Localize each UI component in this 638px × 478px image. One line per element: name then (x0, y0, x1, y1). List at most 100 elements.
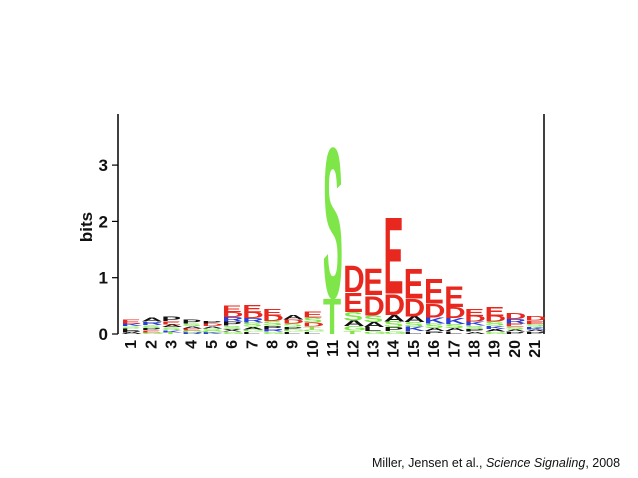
logo-letter-S-pos19: S (485, 321, 505, 327)
logo-letter: G (303, 329, 326, 332)
logo-letter-A-pos9: A (283, 314, 304, 321)
logo-letter: S (141, 324, 161, 328)
logo-letter: A (182, 326, 203, 329)
logo-letter: D (424, 301, 445, 323)
logo-letter: D (404, 294, 425, 322)
logo-letter-D-pos21: D (525, 315, 546, 322)
logo-letter-G-pos10: G (303, 329, 326, 332)
logo-letter-K-pos15: K (404, 326, 426, 333)
x-tick-label: 3 (164, 340, 181, 349)
logo-letter-D-pos7: D (242, 311, 263, 320)
logo-letter: A (485, 328, 506, 332)
logo-letter-R-pos6: R (222, 316, 244, 323)
logo-letter: T (161, 332, 179, 335)
logo-letter: D (283, 318, 304, 324)
logo-letter: G (343, 325, 366, 332)
logo-letter: S (485, 321, 505, 327)
logo-letter: E (363, 262, 383, 304)
logo-letter: R (242, 317, 264, 324)
logo-letter: A (141, 317, 162, 323)
logo-letter-D-pos17: D (444, 305, 465, 322)
logo-letter: L (283, 331, 301, 334)
x-tick-label: 8 (265, 340, 282, 349)
logo-letter: E (262, 307, 282, 318)
x-tick-label: 2 (143, 340, 160, 349)
logo-letter: A (161, 324, 182, 328)
logo-letter: P (141, 327, 161, 330)
logo-letter: S (464, 325, 484, 330)
logo-letter: S (202, 328, 222, 331)
logo-letter-A-pos20: A (505, 329, 526, 332)
logo-letter-G-pos5: G (202, 330, 225, 333)
logo-letter-S-pos2: S (141, 324, 161, 328)
logo-letter: P (121, 330, 141, 333)
logo-letter: R (182, 332, 203, 335)
logo-letter: G (485, 331, 508, 334)
logo-letter: A (384, 313, 406, 324)
logo-letter: E (242, 303, 262, 315)
logo-letter: D (444, 305, 465, 322)
logo-letter: R (262, 328, 283, 332)
logo-letter: E (525, 320, 545, 325)
logo-letter: S (323, 103, 343, 344)
logo-letter-S-pos17: S (444, 323, 464, 329)
logo-letter-R-pos20: R (505, 318, 527, 325)
logo-letter-A-pos12: A (343, 319, 365, 328)
logo-letter: S (303, 316, 323, 324)
x-tick-label: 13 (366, 340, 383, 358)
logo-letter-D-pos13: D (363, 291, 384, 322)
logo-letter: G (202, 330, 225, 333)
logo-letter: L (242, 331, 260, 334)
logo-letter-G-pos12: G (343, 325, 366, 332)
logo-letter-S-pos5: S (202, 328, 222, 331)
logo-letter-S-pos13: S (363, 314, 383, 325)
logo-letter: E (121, 318, 141, 324)
logo-letter: P (384, 326, 404, 332)
logo-letter-S-pos10: S (303, 316, 323, 324)
logo-letter-S-pos20: S (505, 326, 525, 330)
logo-letter-A-pos15: A (404, 315, 426, 324)
logo-letter-E-pos12: E (343, 288, 363, 319)
logo-letter-D-pos8: D (262, 314, 283, 323)
logo-letter: S (161, 327, 181, 331)
logo-letter-D-pos5: D (202, 323, 223, 327)
x-tick-label: 20 (507, 340, 524, 358)
logo-letter: S (283, 322, 303, 327)
logo-letter: S (182, 323, 202, 327)
logo-letter: S (262, 320, 282, 327)
y-tick-label: 2 (99, 212, 108, 231)
logo-letter: L (404, 331, 422, 335)
logo-letter: E (505, 322, 525, 327)
logo-letter: G (384, 331, 407, 335)
logo-letter: A (464, 331, 485, 334)
logo-letter-D-pos14: D (384, 289, 405, 322)
logo-letter: A (505, 329, 526, 332)
logo-letter: R (505, 318, 527, 325)
logo-letter-G-pos7: G (242, 329, 265, 332)
logo-letter-P-pos5: P (202, 320, 222, 324)
caption-year: , 2008 (585, 456, 621, 470)
logo-letter: A (283, 314, 304, 321)
logo-letter-A-pos13: A (363, 321, 385, 329)
logo-letter: K (525, 326, 547, 330)
logo-letter-S-pos1: S (121, 326, 141, 329)
logo-letter-P-pos6: P (222, 321, 242, 327)
logo-letter-E-pos10: E (303, 310, 323, 319)
logo-letter: P (505, 331, 525, 334)
logo-letter-D-pos10: D (303, 322, 324, 328)
logo-letter-K-pos18: K (464, 321, 486, 327)
logo-letter-G-pos14: G (384, 331, 407, 335)
logo-letter-E-pos16: E (424, 272, 444, 311)
logo-letter: R (222, 316, 244, 323)
x-tick-label: 18 (467, 340, 484, 358)
logo-letter-K-pos19: K (485, 325, 507, 330)
logo-letter-S-pos9: S (283, 322, 303, 327)
y-ticks: 0 1 2 3 (99, 156, 118, 344)
logo-letter: E (303, 310, 323, 319)
logo-letter-L-pos7: L (242, 331, 260, 334)
logo-letter-K-pos17: K (444, 317, 466, 326)
logo-letter-S-pos15: S (404, 321, 424, 328)
logo-letter-P-pos14: P (384, 326, 404, 332)
logo-letter-K-pos1: K (121, 323, 143, 327)
